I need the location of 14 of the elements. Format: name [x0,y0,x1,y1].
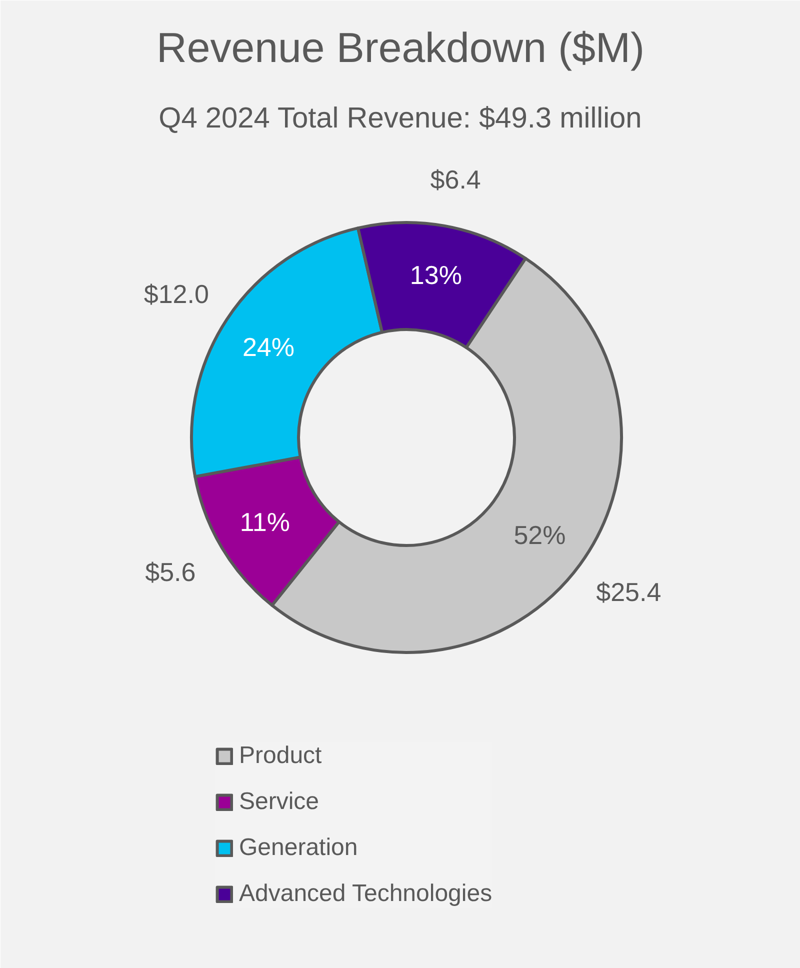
data-label: $25.4 [596,577,662,608]
text: 11% [240,507,290,538]
text: 52% [514,520,566,550]
data-label: $5.6 [145,557,196,588]
data-label: $12.0 [144,278,209,309]
chart-title: Revenue Breakdown ($M) [156,24,644,71]
chart-subtitle: Q4 2024 Total Revenue: $49.3 million [158,102,642,134]
data-label: $6.4 [430,164,481,195]
legend-label: Product [239,742,322,770]
legend-label: Service [239,788,320,816]
text: 24% [242,332,295,362]
legend-label: Advanced Technologies [239,880,492,908]
legend-label: Generation [239,834,358,862]
text: 13% [410,260,462,290]
